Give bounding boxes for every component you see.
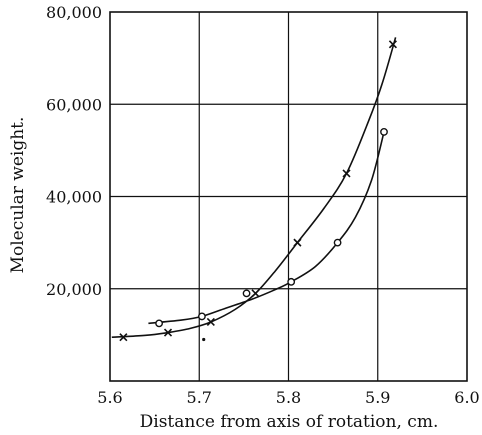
circle-marker-point — [242, 289, 251, 298]
circle-marker-point — [380, 128, 388, 136]
y-tick-label: 60,000 — [46, 95, 102, 114]
y-tick-label: 80,000 — [46, 3, 102, 22]
tick-labels: 5.6 5.7 5.8 5.9 6.0 20,000 40,000 60,000 80,000 — [46, 3, 480, 407]
x-marker-point — [293, 238, 302, 247]
x-axis-label: Distance from axis of rotation, cm. — [140, 412, 439, 432]
x-marker-point — [119, 333, 128, 342]
x-marker-point — [388, 40, 397, 49]
x-tick-label: 5.9 — [365, 388, 390, 407]
y-tick-label: 20,000 — [46, 280, 102, 299]
series-1-curve — [111, 37, 397, 338]
y-axis-label: Molecular weight. — [8, 117, 28, 274]
y-tick-label: 40,000 — [46, 188, 102, 207]
series-2-curve — [148, 131, 385, 325]
x-marker-point — [206, 317, 215, 327]
grid — [110, 12, 467, 381]
plot-frame — [109, 11, 468, 382]
x-marker-point — [251, 289, 260, 298]
x-tick-label: 5.7 — [187, 388, 212, 407]
circle-marker-point — [287, 277, 296, 286]
x-marker-point — [342, 169, 351, 178]
data-markers — [119, 40, 397, 342]
circle-marker-point — [155, 319, 163, 328]
x-tick-label: 5.6 — [97, 388, 122, 407]
x-tick-label: 5.8 — [276, 388, 301, 407]
x-marker-point — [163, 328, 173, 337]
stray-dot-mark — [202, 337, 206, 342]
circle-marker-point — [333, 238, 342, 247]
x-tick-label: 6.0 — [454, 388, 479, 407]
circle-marker-point — [198, 312, 206, 321]
